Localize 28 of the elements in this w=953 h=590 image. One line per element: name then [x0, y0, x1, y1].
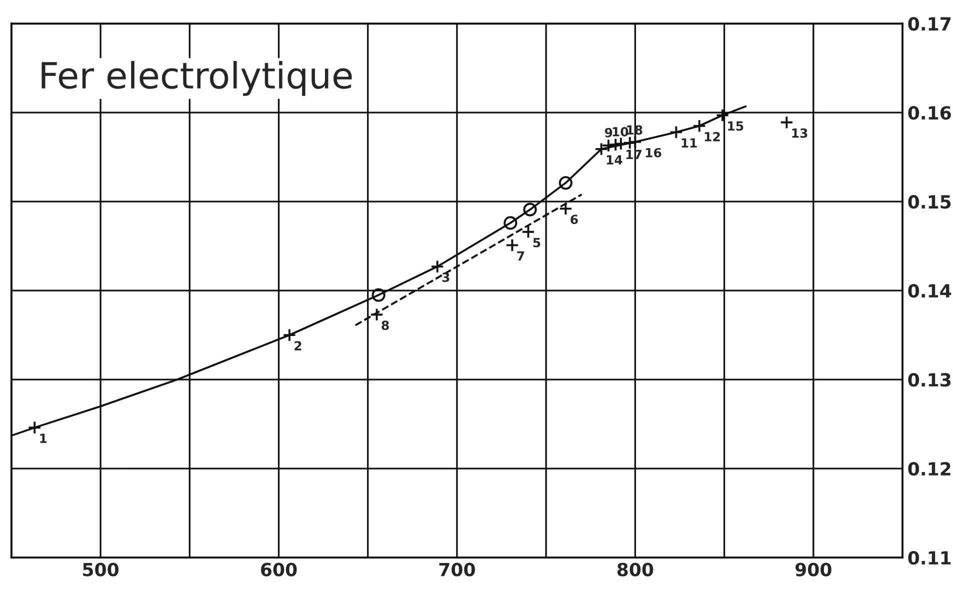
y-tick-label: 0.11 — [908, 551, 951, 565]
annotation: 11 — [682, 138, 697, 148]
annotation: 3 — [442, 272, 450, 282]
y-tick-label: 0.13 — [908, 373, 950, 387]
annotation: 16 — [646, 148, 662, 158]
annotation: 12 — [704, 132, 720, 142]
y-tick-label: 0.12 — [908, 462, 950, 476]
annotation: 2 — [294, 341, 302, 350]
annotation: 15 — [728, 121, 744, 131]
x-tick-label: 800 — [617, 562, 654, 576]
x-tick-label: 900 — [795, 562, 832, 576]
y-tick-label: 0.16 — [908, 106, 951, 120]
annotation: 6 — [570, 214, 578, 224]
annotation: 1 — [40, 434, 47, 443]
y-tick-label: 0.14 — [908, 284, 952, 298]
annotation: 10 — [612, 127, 628, 136]
x-tick-label: 500 — [83, 562, 119, 576]
x-tick-label: 700 — [439, 562, 475, 576]
text: Fer electrolytique — [42, 60, 352, 96]
annotation: 8 — [382, 320, 389, 330]
annotation: 9 — [604, 128, 612, 138]
annotation: 13 — [792, 128, 808, 138]
annotation: 7 — [517, 251, 524, 260]
annotation: 14 — [606, 155, 622, 164]
y-tick-label: 0.15 — [908, 195, 951, 209]
y-tick-label: 0.17 — [908, 17, 950, 31]
annotation: 5 — [533, 238, 540, 248]
x-tick-label: 600 — [261, 562, 297, 576]
